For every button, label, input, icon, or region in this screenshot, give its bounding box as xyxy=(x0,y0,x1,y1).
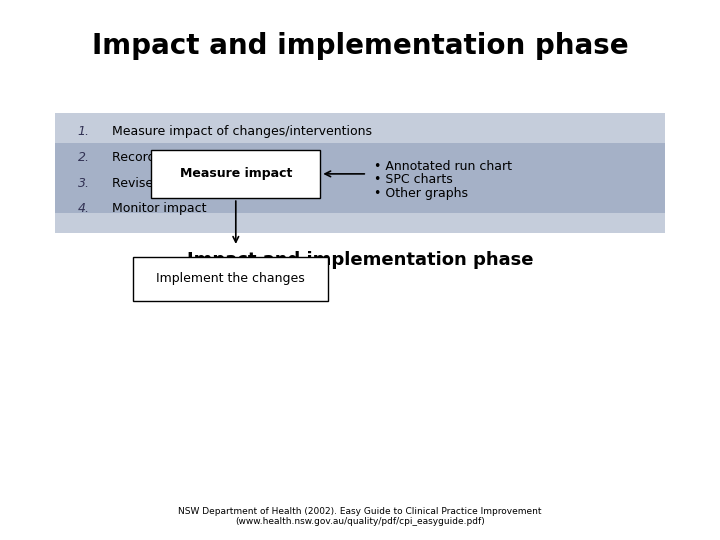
Text: NSW Department of Health (2002). Easy Guide to Clinical Practice Improvement: NSW Department of Health (2002). Easy Gu… xyxy=(179,508,541,516)
Text: Impact and implementation phase: Impact and implementation phase xyxy=(91,32,629,60)
Text: Impact and implementation phase: Impact and implementation phase xyxy=(186,251,534,269)
Bar xyxy=(55,143,665,213)
Bar xyxy=(133,256,328,301)
Text: 2.: 2. xyxy=(78,151,90,164)
Text: • SPC charts: • SPC charts xyxy=(374,173,453,186)
Text: 3.: 3. xyxy=(78,177,90,190)
Text: Monitor impact: Monitor impact xyxy=(112,202,206,215)
Text: Record the results: Record the results xyxy=(112,151,225,164)
Text: Measure impact of changes/interventions: Measure impact of changes/interventions xyxy=(112,125,372,138)
Text: 4.: 4. xyxy=(78,202,90,215)
Text: • Annotated run chart: • Annotated run chart xyxy=(374,160,513,173)
Bar xyxy=(151,150,320,198)
Text: Revise the interventions: Revise the interventions xyxy=(112,177,264,190)
Text: Measure impact: Measure impact xyxy=(179,167,292,180)
Bar xyxy=(55,113,665,233)
Text: • Other graphs: • Other graphs xyxy=(374,187,469,200)
Text: 1.: 1. xyxy=(78,125,90,138)
Text: Implement the changes: Implement the changes xyxy=(156,272,305,286)
Text: (www.health.nsw.gov.au/quality/pdf/cpi_easyguide.pdf): (www.health.nsw.gov.au/quality/pdf/cpi_e… xyxy=(235,517,485,526)
